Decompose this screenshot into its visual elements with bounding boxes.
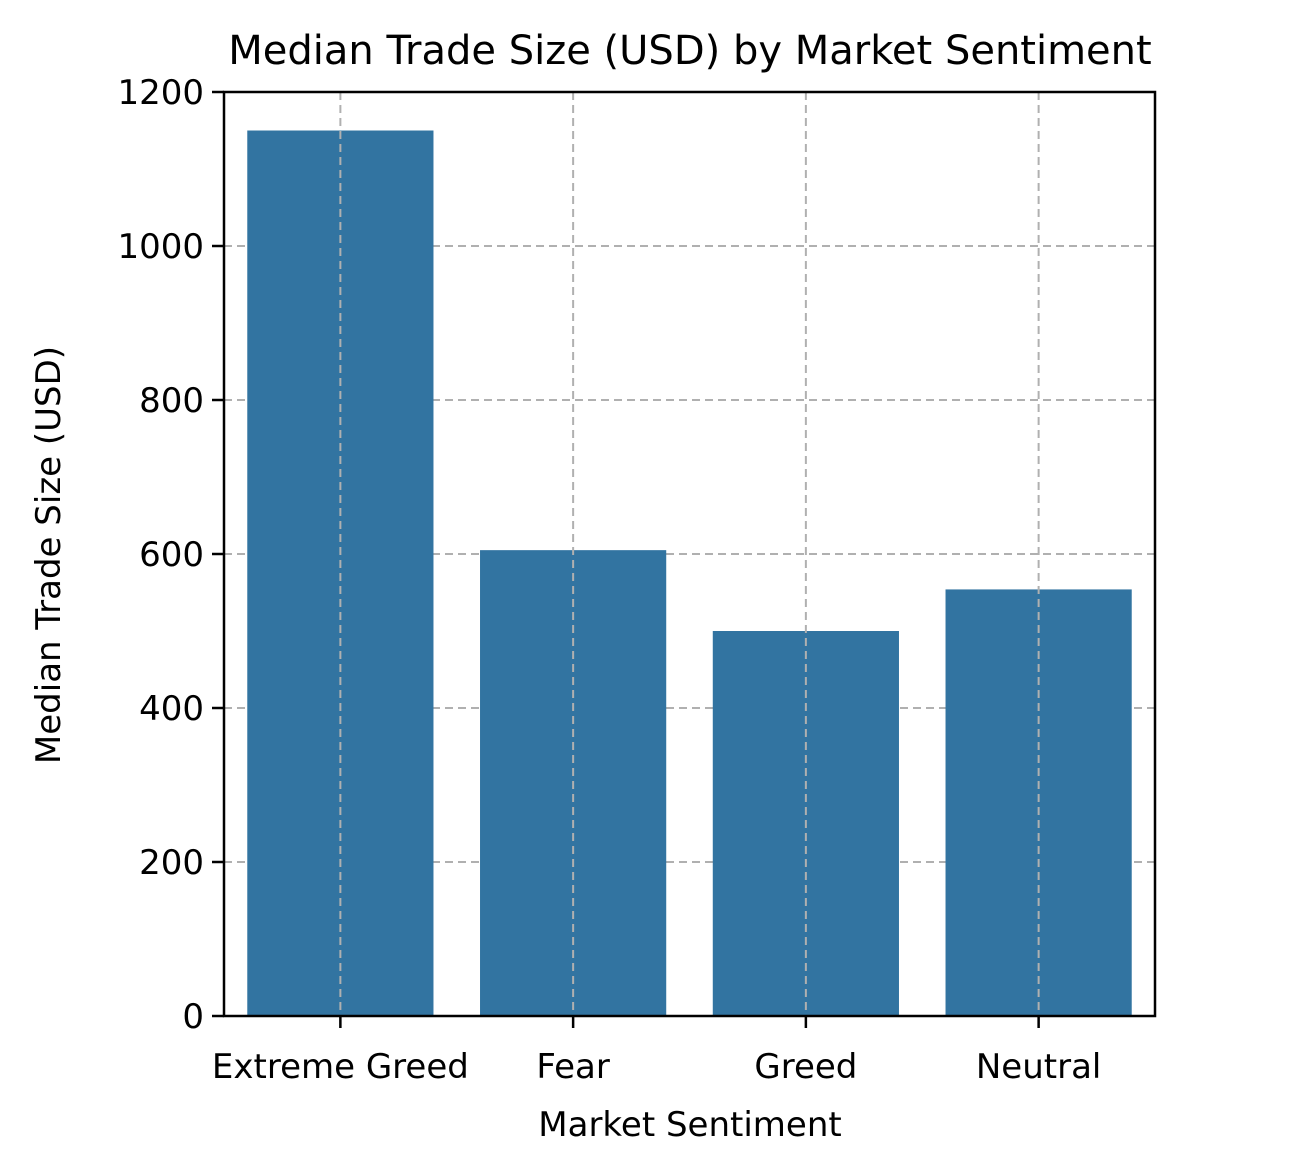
y-tick-label: 800 [139,381,204,421]
y-tick-label: 200 [139,843,204,883]
vertical-grid-layer [339,92,1040,1016]
x-axis-title: Market Sentiment [538,1105,841,1145]
x-ticks-layer: Extreme Greed Fear Greed Neutral [212,1016,1101,1087]
x-tick-label: Neutral [976,1047,1102,1087]
y-tick-label: 0 [182,997,204,1037]
y-tick-label: 1200 [117,73,204,113]
x-tick-label: Fear [536,1047,609,1087]
x-tick-label: Greed [754,1047,857,1087]
y-ticks-layer: 0 200 400 600 800 1000 1200 [117,73,224,1037]
chart-title: Median Trade Size (USD) by Market Sentim… [228,28,1151,74]
y-axis-title: Median Trade Size (USD) [29,346,69,764]
y-tick-label: 1000 [117,227,204,267]
bars-layer [247,130,1132,1016]
y-tick-label: 600 [139,535,204,575]
x-tick-label: Extreme Greed [212,1047,469,1087]
y-tick-label: 400 [139,689,204,729]
